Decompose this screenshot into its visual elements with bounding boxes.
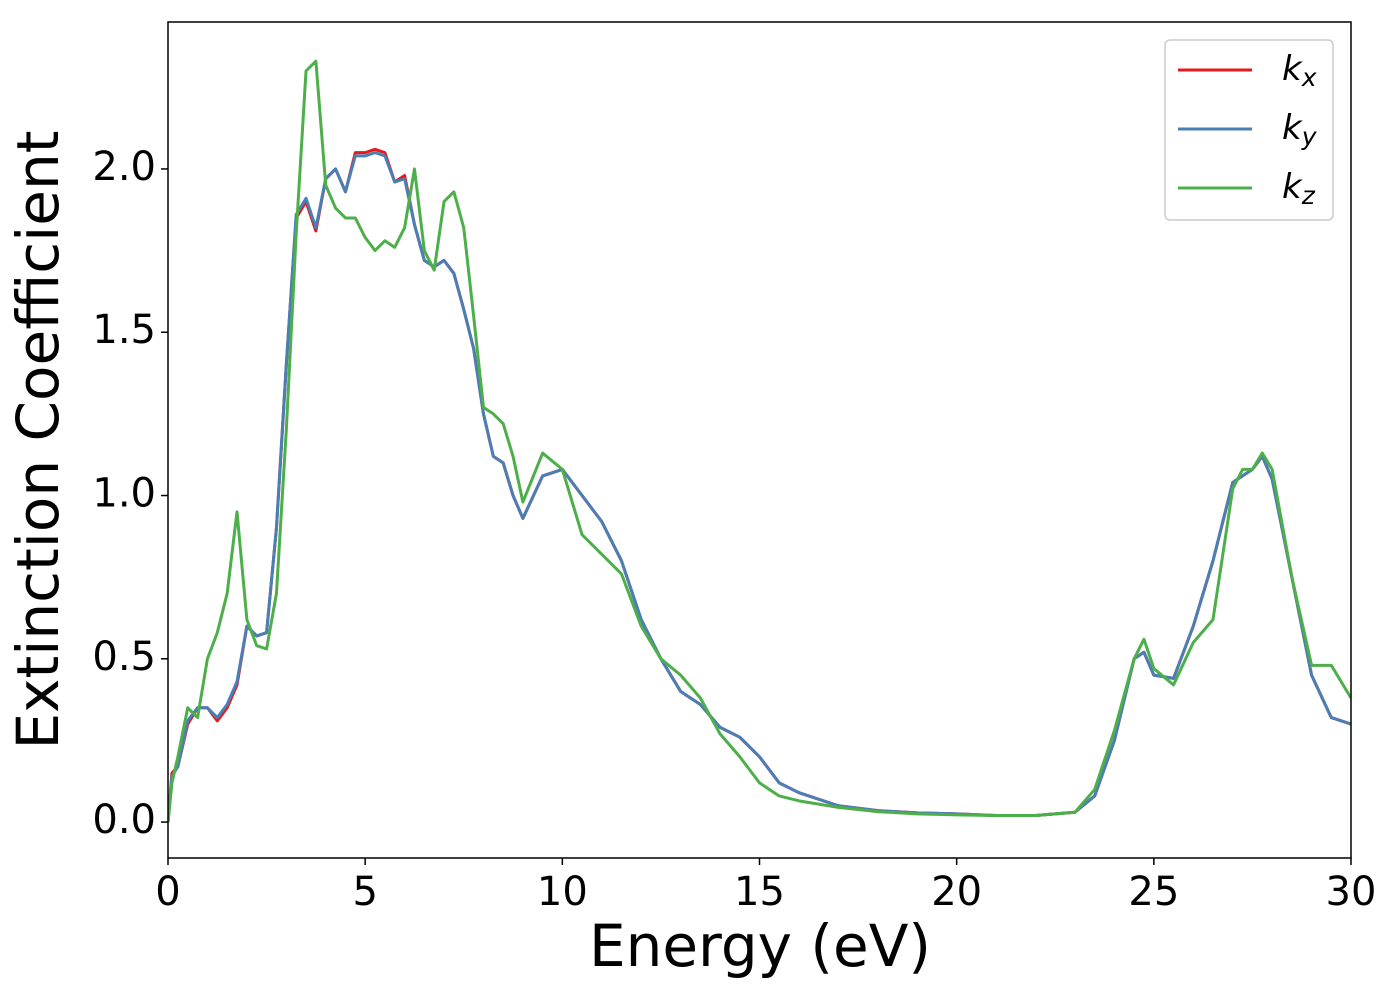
y-tick-label: 0.0	[92, 797, 156, 843]
series-line	[168, 147, 1351, 823]
y-tick-label: 1.5	[92, 307, 156, 353]
series-line	[168, 59, 1351, 823]
legend: kx ky kz	[1164, 39, 1334, 221]
x-tick-label: 5	[352, 869, 377, 915]
x-axis-label: Energy (eV)	[589, 912, 931, 980]
x-tick-label: 30	[1326, 869, 1377, 915]
legend-label: kx	[1282, 49, 1317, 93]
legend-label: ky	[1282, 108, 1318, 152]
x-tick-label: 25	[1128, 869, 1179, 915]
x-tick-label: 20	[931, 869, 982, 915]
x-tick-label: 10	[537, 869, 588, 915]
legend-label: kz	[1282, 167, 1316, 211]
plot-frame	[167, 21, 1352, 859]
y-tick-label: 2.0	[92, 144, 156, 190]
y-tick-label: 1.0	[92, 471, 156, 517]
series-line	[168, 151, 1351, 823]
y-tick-label: 0.5	[92, 634, 156, 680]
y-axis-label: Extinction Coefficient	[4, 131, 72, 750]
x-tick-label: 15	[734, 869, 785, 915]
x-tick-label: 0	[155, 869, 180, 915]
